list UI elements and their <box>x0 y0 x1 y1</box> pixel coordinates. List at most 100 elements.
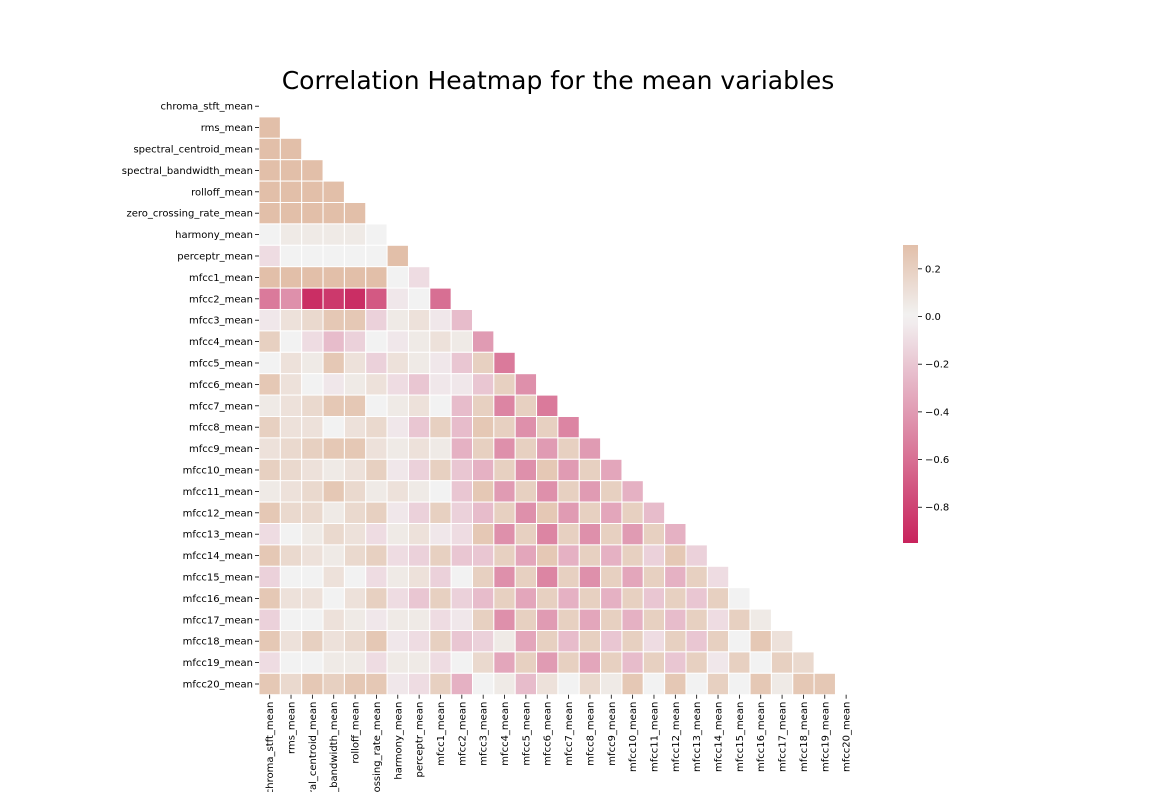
heatmap-cell <box>514 523 538 546</box>
heatmap-cell <box>407 608 431 631</box>
heatmap-cell <box>450 608 473 631</box>
heatmap-cell <box>301 244 324 268</box>
x-tick-label: mfcc12_mean <box>671 702 682 772</box>
heatmap-cell <box>578 437 602 460</box>
heatmap-cell <box>450 309 473 332</box>
heatmap-cell <box>536 608 559 631</box>
heatmap-cell <box>258 501 281 525</box>
heatmap-cell <box>365 458 388 482</box>
heatmap-cell <box>386 501 409 525</box>
heatmap-cell <box>279 244 303 268</box>
x-tick-labels: chroma_stft_mean rms_mean ral_centroid_mea… <box>265 694 853 792</box>
heatmap-cell <box>258 416 281 439</box>
heatmap-cell <box>706 565 730 589</box>
heatmap-cell <box>407 394 431 418</box>
x-tick-label: mfcc13_mean <box>692 702 703 772</box>
heatmap-cell <box>279 180 303 204</box>
heatmap-cell <box>557 523 580 546</box>
heatmap-cell <box>258 330 281 353</box>
x-tick-label: mfcc18_mean <box>799 702 810 772</box>
heatmap-cell <box>514 437 538 460</box>
heatmap-cell <box>792 672 815 696</box>
heatmap-cell <box>258 373 281 396</box>
heatmap-cells <box>258 116 836 696</box>
heatmap-cell <box>322 394 345 418</box>
heatmap-cell <box>429 330 452 353</box>
heatmap-cell <box>258 608 281 631</box>
heatmap-cell <box>386 330 409 353</box>
heatmap-cell <box>450 565 473 589</box>
heatmap-cell <box>642 587 666 610</box>
x-tick-label: mfcc19_mean <box>820 702 831 772</box>
x-tick-label: mfcc6_mean <box>543 702 554 766</box>
heatmap-cell <box>621 565 644 589</box>
heatmap-cell <box>536 565 559 589</box>
heatmap-cell <box>386 587 409 610</box>
heatmap-cell <box>343 501 367 525</box>
x-tick-label: mfcc8_mean <box>585 702 596 766</box>
heatmap-cell <box>258 437 281 460</box>
y-tick-label: spectral_bandwidth_mean <box>122 166 253 177</box>
heatmap-cell <box>322 501 345 525</box>
heatmap-cell <box>322 523 345 546</box>
heatmap-cell <box>536 394 559 418</box>
heatmap-cell <box>386 630 409 653</box>
heatmap-cell <box>258 266 281 289</box>
y-tick-label: mfcc14_mean <box>183 551 253 562</box>
heatmap-cell <box>279 587 303 610</box>
heatmap-cell <box>301 437 324 460</box>
heatmap-cell <box>450 544 473 567</box>
heatmap-cell <box>365 287 388 311</box>
heatmap-cell <box>600 501 623 525</box>
heatmap-cell <box>450 651 473 674</box>
heatmap-cell <box>493 458 516 482</box>
heatmap-cell <box>621 480 644 503</box>
heatmap-cell <box>407 266 431 289</box>
heatmap-cell <box>301 351 324 375</box>
heatmap-cell <box>343 287 367 311</box>
y-tick-label: mfcc9_mean <box>189 444 253 455</box>
heatmap-cell <box>578 544 602 567</box>
heatmap-cell <box>279 651 303 674</box>
heatmap-cell <box>322 565 345 589</box>
heatmap-cell <box>429 287 452 311</box>
heatmap-cell <box>578 672 602 696</box>
heatmap-cell <box>493 565 516 589</box>
heatmap-cell <box>664 587 687 610</box>
y-tick-label: rms_mean <box>201 123 253 134</box>
heatmap-cell <box>258 309 281 332</box>
heatmap-cell <box>386 416 409 439</box>
heatmap-cell <box>407 287 431 311</box>
y-tick-label: mfcc3_mean <box>189 316 253 327</box>
heatmap-cell <box>343 458 367 482</box>
heatmap-cell <box>322 330 345 353</box>
heatmap-cell <box>429 523 452 546</box>
y-tick-label: mfcc18_mean <box>183 637 253 648</box>
heatmap-cell <box>365 244 388 268</box>
heatmap-cell <box>472 651 495 674</box>
heatmap-cell <box>685 587 708 610</box>
heatmap-cell <box>386 651 409 674</box>
heatmap-cell <box>621 651 644 674</box>
heatmap-cell <box>279 544 303 567</box>
heatmap-cell <box>514 587 538 610</box>
heatmap-cell <box>343 266 367 289</box>
heatmap-cell <box>664 672 687 696</box>
heatmap-cell <box>429 351 452 375</box>
heatmap-cell <box>749 651 772 674</box>
heatmap-cell <box>728 587 751 610</box>
heatmap-cell <box>749 672 772 696</box>
heatmap-cell <box>258 630 281 653</box>
heatmap-cell <box>728 630 751 653</box>
heatmap-cell <box>258 544 281 567</box>
x-tick-label: mfcc4_mean <box>500 702 511 766</box>
heatmap-cell <box>450 437 473 460</box>
heatmap-cell <box>472 480 495 503</box>
heatmap-cell <box>322 202 345 225</box>
heatmap-cell <box>279 309 303 332</box>
x-tick-label: mfcc11_mean <box>649 702 660 772</box>
heatmap-cell <box>386 608 409 631</box>
y-tick-label: mfcc16_mean <box>183 594 253 605</box>
heatmap-cell <box>407 480 431 503</box>
heatmap-cell <box>407 330 431 353</box>
